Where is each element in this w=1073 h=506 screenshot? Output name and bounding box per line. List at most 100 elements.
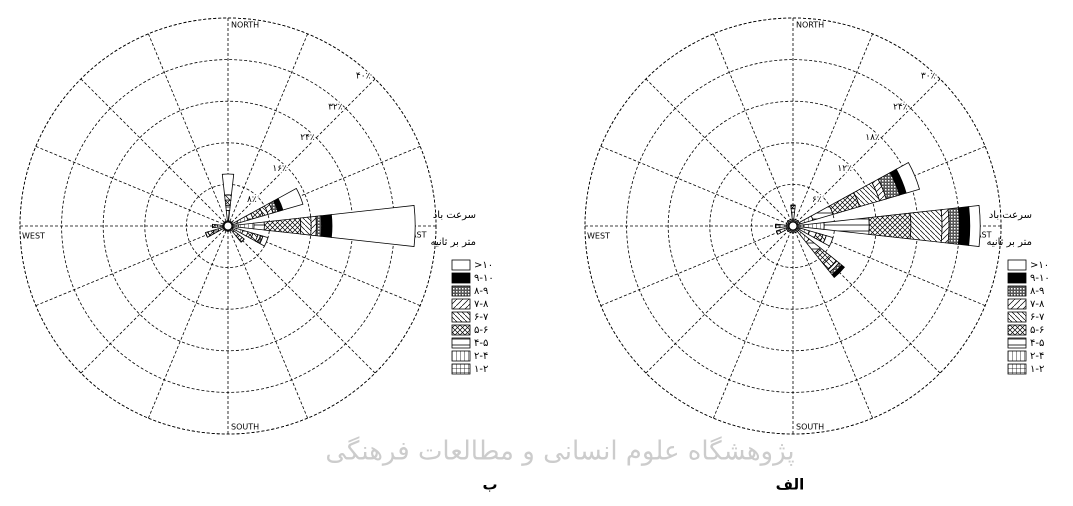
direction-label: EAST bbox=[406, 231, 427, 240]
ring-label: ۳۲٪ bbox=[328, 102, 343, 112]
spoke bbox=[35, 146, 229, 227]
legend-label: ۱-۲ bbox=[1030, 364, 1044, 375]
petal-segment bbox=[968, 205, 981, 247]
spoke bbox=[713, 33, 794, 227]
legend-units: متر بر ثانیه bbox=[986, 237, 1032, 248]
grid-ring bbox=[584, 17, 1002, 435]
legend-swatch bbox=[451, 324, 471, 336]
legend-swatch bbox=[451, 311, 471, 323]
petal-segment bbox=[909, 209, 943, 243]
legend-label: ۶-۷ bbox=[1030, 312, 1045, 323]
petal-segment bbox=[225, 209, 231, 222]
legend-title: سرعت باد bbox=[433, 210, 476, 221]
legend-swatch bbox=[1007, 350, 1027, 362]
petal-segment bbox=[790, 204, 796, 210]
petal-segment bbox=[217, 224, 224, 228]
spoke bbox=[600, 146, 794, 227]
legend-title: سرعت باد bbox=[989, 210, 1032, 221]
legend-label: ۵-۶ bbox=[474, 325, 488, 336]
ring-label: ۲۴٪ bbox=[300, 133, 315, 143]
legend-swatch bbox=[1007, 285, 1027, 297]
petal-segment bbox=[778, 224, 787, 228]
petal-segment bbox=[237, 222, 255, 230]
legend-swatch bbox=[1007, 363, 1027, 375]
legend-label: ۵-۶ bbox=[1030, 325, 1044, 336]
spoke bbox=[792, 225, 873, 419]
legend-units: متر بر ثانیه bbox=[430, 237, 476, 248]
petal-segment bbox=[789, 231, 792, 234]
petal-segment bbox=[794, 218, 797, 221]
spoke bbox=[148, 225, 229, 419]
ring-label: ۲۴٪ bbox=[893, 102, 908, 112]
petal-segment bbox=[833, 266, 845, 278]
grid-ring bbox=[19, 17, 437, 435]
spoke bbox=[600, 225, 794, 306]
legend-label: ۲-۴ bbox=[474, 351, 488, 362]
petal-segment bbox=[822, 235, 834, 247]
ring-label: ۶٪ bbox=[812, 195, 822, 205]
petal-segment bbox=[940, 208, 950, 244]
caption: ب bbox=[482, 476, 497, 494]
petal-segment bbox=[775, 223, 780, 229]
legend-label: ۴-۵ bbox=[474, 338, 488, 349]
spoke bbox=[713, 225, 794, 419]
calm-center bbox=[223, 221, 233, 231]
legend-swatch bbox=[451, 285, 471, 297]
spoke bbox=[148, 33, 229, 227]
ring-label: ۴۰٪ bbox=[356, 71, 371, 81]
petal-segment bbox=[320, 214, 333, 238]
petal-segment bbox=[277, 187, 304, 211]
petal-segment bbox=[259, 235, 269, 247]
legend-label: ۸-۹ bbox=[474, 286, 488, 297]
legend-label: ۴-۵ bbox=[1030, 338, 1044, 349]
legend-swatch bbox=[1007, 272, 1027, 284]
petal-segment bbox=[957, 206, 971, 246]
ring-label: ۱۸٪ bbox=[865, 133, 880, 143]
spoke bbox=[80, 225, 229, 374]
petal-segment bbox=[947, 207, 960, 245]
petal-segment bbox=[798, 215, 814, 225]
petal-segment bbox=[263, 217, 302, 235]
legend-swatch bbox=[451, 337, 471, 349]
direction-label: EAST bbox=[971, 231, 992, 240]
petal-segment bbox=[790, 208, 796, 213]
ring-label: ۳۰٪ bbox=[921, 71, 936, 81]
ring-label: ۸٪ bbox=[247, 195, 257, 205]
petal-segment bbox=[253, 221, 265, 231]
direction-label: NORTH bbox=[231, 21, 259, 30]
legend-label: ۹-۱۰ bbox=[1030, 273, 1050, 284]
petal-segment bbox=[221, 173, 235, 196]
petal-segment bbox=[225, 204, 231, 211]
watermark: پژوهشگاه علوم انسانی و مطالعات فرهنگی bbox=[325, 436, 794, 467]
spoke bbox=[645, 78, 794, 227]
legend-swatch bbox=[1007, 311, 1027, 323]
legend-label: >۱۰ bbox=[1030, 260, 1049, 271]
legend-label: ۷-۸ bbox=[474, 299, 489, 310]
legend-label: ۲-۴ bbox=[1030, 351, 1044, 362]
petal-segment bbox=[810, 205, 834, 221]
petal-segment bbox=[868, 212, 912, 240]
legend-label: ۱-۲ bbox=[474, 364, 488, 375]
legend-swatch bbox=[451, 259, 471, 271]
legend-label: ۹-۱۰ bbox=[474, 273, 494, 284]
calm-center bbox=[788, 221, 798, 231]
legend-label: ۸-۹ bbox=[1030, 286, 1044, 297]
spoke bbox=[35, 225, 229, 306]
direction-label: NORTH bbox=[796, 21, 824, 30]
caption: الف bbox=[776, 476, 805, 494]
petal-segment bbox=[895, 161, 920, 194]
legend-label: >۱۰ bbox=[474, 260, 493, 271]
legend-swatch bbox=[451, 272, 471, 284]
legend-label: ۶-۷ bbox=[474, 312, 489, 323]
petal-segment bbox=[224, 194, 232, 201]
petal-segment bbox=[330, 205, 416, 247]
petal-segment bbox=[785, 222, 788, 225]
petal-segment bbox=[315, 215, 323, 237]
legend-swatch bbox=[1007, 259, 1027, 271]
legend-swatch bbox=[451, 363, 471, 375]
direction-label: WEST bbox=[22, 232, 45, 241]
direction-label: WEST bbox=[587, 232, 610, 241]
